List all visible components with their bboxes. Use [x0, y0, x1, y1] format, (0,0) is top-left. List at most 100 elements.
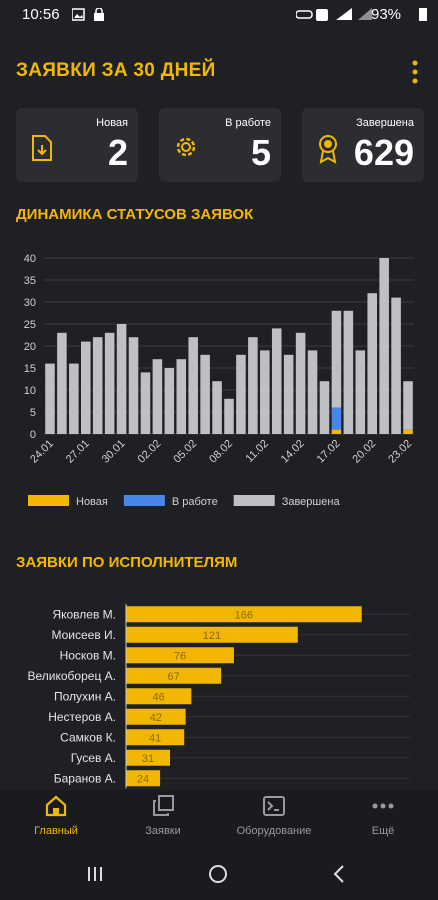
x-tick-label: 08.02	[207, 438, 235, 466]
bar-segment	[164, 368, 175, 434]
bar-segment	[69, 363, 79, 434]
y-tick-label: Полухин А.	[54, 689, 116, 703]
nav-label: Ещё	[371, 825, 395, 837]
bar-segment	[319, 381, 330, 434]
y-tick-label: Самков К.	[60, 730, 116, 744]
bar-segment	[200, 354, 210, 434]
chart-title: ЗАЯВКИ ПО ИСПОЛНИТЕЛЯМ	[16, 554, 237, 571]
legend-label: Завершена	[282, 496, 341, 508]
x-tick-label: 23.02	[386, 438, 414, 466]
y-tick-label: 35	[24, 275, 36, 287]
value-label: 67	[167, 671, 179, 683]
bar	[126, 667, 222, 684]
status-icons	[72, 8, 104, 21]
bar	[126, 708, 186, 725]
bar-segment	[45, 363, 55, 434]
bar-segment	[236, 354, 246, 434]
bar	[126, 688, 192, 705]
bar-segment	[403, 429, 413, 434]
bar-segment	[403, 381, 413, 430]
bar-segment	[343, 310, 354, 434]
card-new[interactable]: Новая 2	[16, 108, 138, 182]
legend-swatch	[233, 495, 275, 506]
x-tick-label: 30.01	[100, 438, 128, 466]
status-chart: ДИНАМИКА СТАТУСОВ ЗАЯВОК 0 5 10 15 20 25 30 35 40…	[16, 206, 414, 508]
y-tick-label: 0	[30, 429, 36, 441]
bar-segment	[152, 359, 163, 434]
time: 10:56	[22, 6, 60, 23]
bar	[126, 749, 171, 766]
system-icons	[296, 8, 372, 21]
bar-segment	[379, 258, 389, 434]
bar-segment	[212, 381, 222, 434]
bar-segment	[176, 359, 187, 434]
bar-segment	[116, 324, 127, 434]
y-tick-label: Носков М.	[60, 648, 116, 662]
y-tick-label: 25	[24, 319, 36, 331]
card-value: 2	[107, 132, 128, 173]
card-in-progress[interactable]: В работе 5	[159, 108, 281, 182]
value-label: 166	[235, 609, 253, 621]
card-icon	[319, 135, 337, 164]
card-value: 629	[353, 132, 414, 173]
page-title: ЗАЯВКИ ЗА 30 ДНЕЙ	[16, 60, 216, 81]
value-label: 42	[150, 712, 162, 724]
bar-segment	[140, 372, 151, 434]
nav-label: Заявки	[145, 825, 181, 837]
card-label: В работе	[225, 117, 271, 129]
bar	[126, 606, 362, 623]
bar	[126, 647, 234, 664]
bar-segment	[104, 332, 115, 434]
nav-label: Главный	[34, 825, 78, 837]
system-nav	[0, 850, 438, 900]
home-button[interactable]	[209, 865, 227, 883]
y-tick-label: 30	[24, 297, 36, 309]
nav-label: Оборудование	[236, 825, 312, 837]
bar-segment	[355, 350, 366, 434]
y-tick-label: 40	[24, 253, 36, 265]
legend-swatch	[28, 495, 69, 506]
bar-segment	[81, 341, 91, 434]
bar-segment	[367, 293, 377, 434]
y-tick-label: Баранов А.	[54, 771, 116, 785]
y-tick-label: Яковлев М.	[52, 607, 116, 621]
legend-label: Новая	[76, 496, 108, 508]
back-button[interactable]	[333, 865, 344, 883]
bar-segment	[224, 398, 234, 434]
menu-button[interactable]	[410, 60, 420, 84]
nav-icon	[372, 803, 394, 809]
card-label: Новая	[96, 117, 128, 129]
y-tick-label: 5	[30, 407, 36, 419]
x-tick-label: 24.01	[28, 438, 56, 466]
card-done[interactable]: Завершена 629	[302, 108, 424, 182]
y-tick-label: Великоборец А.	[28, 669, 116, 683]
assignee-chart: ЗАЯВКИ ПО ИСПОЛНИТЕЛЯМ Яковлев М. 166 Моисе…	[16, 554, 410, 789]
value-label: 76	[174, 650, 186, 662]
bar-segment	[188, 337, 198, 434]
nav-icon	[263, 796, 285, 816]
value-label: 46	[153, 691, 165, 703]
chart-title: ДИНАМИКА СТАТУСОВ ЗАЯВОК	[16, 206, 254, 223]
battery-icon	[419, 8, 427, 21]
card-icon	[176, 137, 196, 157]
bar-segment	[295, 332, 306, 434]
bar-segment	[92, 337, 103, 434]
x-tick-label: 11.02	[244, 438, 271, 465]
x-tick-label: 27.01	[64, 438, 92, 466]
bar-segment	[307, 350, 318, 434]
bar-segment	[57, 332, 67, 434]
x-tick-label: 14.02	[279, 438, 307, 466]
battery: 93%	[371, 6, 402, 23]
bar	[126, 626, 298, 643]
x-tick-label: 20.02	[350, 438, 378, 466]
bar-segment	[260, 350, 270, 434]
card-icon	[32, 135, 52, 161]
bar-segment	[331, 407, 342, 430]
status-bar: 10:56 93%	[0, 0, 438, 28]
nav-icon	[153, 795, 174, 816]
y-tick-label: 20	[24, 341, 36, 353]
recent-button[interactable]	[88, 867, 102, 881]
x-tick-label: 05.02	[171, 438, 199, 466]
bar-segment	[248, 337, 258, 434]
